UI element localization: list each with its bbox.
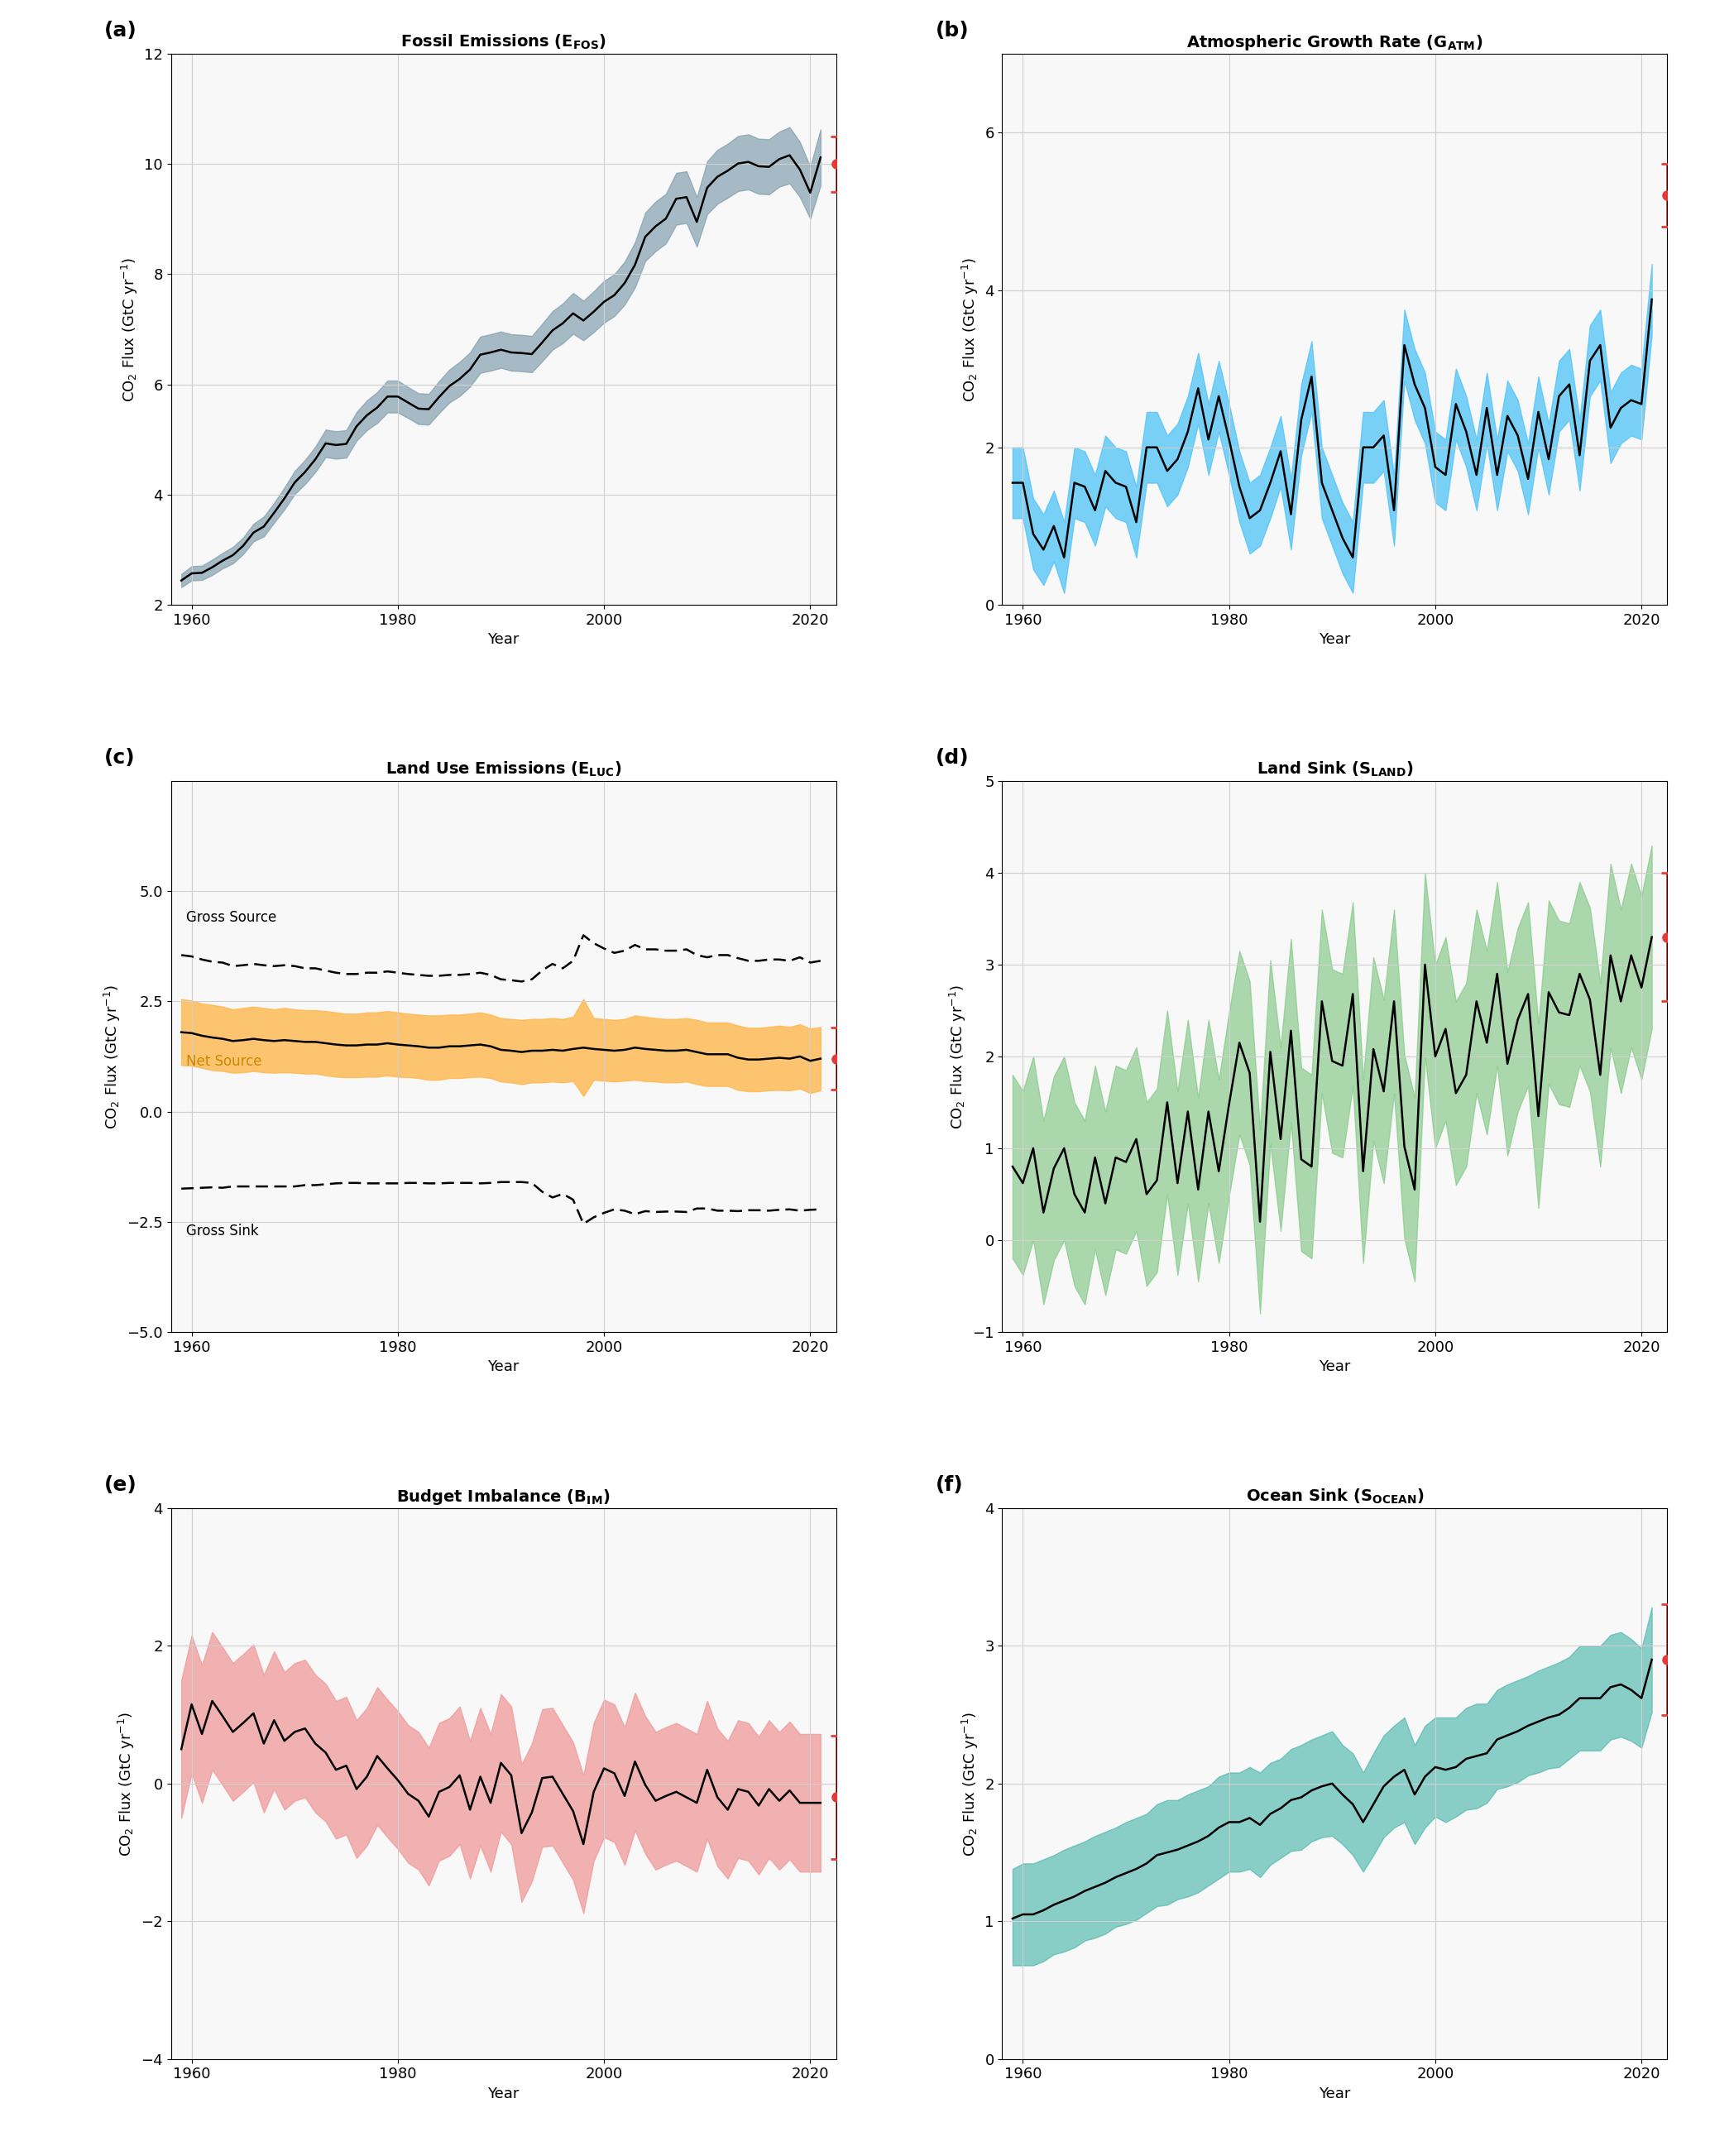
Text: (d): (d) (935, 748, 970, 768)
Text: Gross Source: Gross Source (186, 910, 277, 925)
X-axis label: Year: Year (487, 2087, 520, 2102)
Text: (f): (f) (935, 1475, 963, 1494)
Title: Land Use Emissions (E$_\mathregular{LUC}$): Land Use Emissions (E$_\mathregular{LUC}… (385, 761, 622, 778)
Text: (b): (b) (935, 22, 970, 41)
Title: Budget Imbalance (B$_\mathregular{IM}$): Budget Imbalance (B$_\mathregular{IM}$) (397, 1488, 610, 1507)
Y-axis label: CO$_2$ Flux (GtC yr$^{-1}$): CO$_2$ Flux (GtC yr$^{-1}$) (103, 983, 121, 1130)
Title: Land Sink (S$_\mathregular{LAND}$): Land Sink (S$_\mathregular{LAND}$) (1257, 761, 1412, 778)
X-axis label: Year: Year (1318, 1360, 1351, 1373)
Y-axis label: CO$_2$ Flux (GtC yr$^{-1}$): CO$_2$ Flux (GtC yr$^{-1}$) (120, 257, 140, 401)
Text: Gross Sink: Gross Sink (186, 1222, 258, 1238)
X-axis label: Year: Year (1318, 632, 1351, 647)
Title: Atmospheric Growth Rate (G$_\mathregular{ATM}$): Atmospheric Growth Rate (G$_\mathregular… (1187, 32, 1483, 52)
Y-axis label: CO$_2$ Flux (GtC yr$^{-1}$): CO$_2$ Flux (GtC yr$^{-1}$) (959, 257, 980, 401)
Title: Ocean Sink (S$_\mathregular{OCEAN}$): Ocean Sink (S$_\mathregular{OCEAN}$) (1245, 1488, 1424, 1505)
Y-axis label: CO$_2$ Flux (GtC yr$^{-1}$): CO$_2$ Flux (GtC yr$^{-1}$) (959, 1712, 980, 1856)
X-axis label: Year: Year (1318, 2087, 1351, 2102)
Y-axis label: CO$_2$ Flux (GtC yr$^{-1}$): CO$_2$ Flux (GtC yr$^{-1}$) (116, 1712, 137, 1856)
Text: Net Source: Net Source (186, 1054, 262, 1069)
X-axis label: Year: Year (487, 1360, 520, 1373)
X-axis label: Year: Year (487, 632, 520, 647)
Text: (a): (a) (104, 22, 137, 41)
Y-axis label: CO$_2$ Flux (GtC yr$^{-1}$): CO$_2$ Flux (GtC yr$^{-1}$) (947, 983, 968, 1130)
Text: (e): (e) (104, 1475, 137, 1494)
Text: (c): (c) (104, 748, 135, 768)
Title: Fossil Emissions (E$_\mathregular{FOS}$): Fossil Emissions (E$_\mathregular{FOS}$) (400, 32, 607, 52)
